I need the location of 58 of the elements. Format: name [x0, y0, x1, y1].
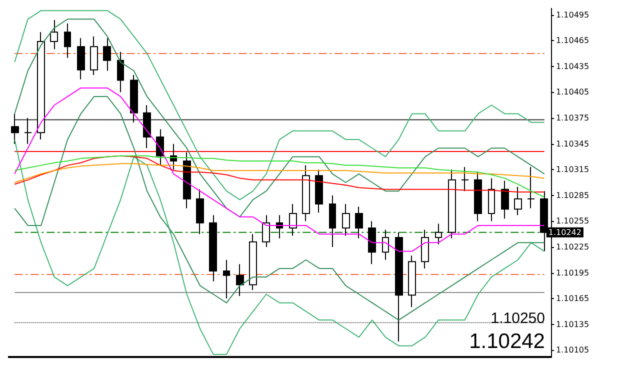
candlestick [355, 206, 363, 239]
y-tick-label: 1.10225 [556, 242, 590, 252]
y-tick-label: 1.10465 [556, 36, 590, 46]
candlestick [90, 36, 98, 76]
y-tick-label: 1.10345 [556, 139, 590, 148]
y-tick-label: 1.10105 [556, 346, 590, 355]
y-tick-label: 1.10165 [556, 294, 590, 304]
candlestick [368, 220, 376, 265]
y-tick-label: 1.10375 [556, 114, 590, 123]
candlestick [64, 22, 71, 58]
candlestick [37, 32, 45, 140]
candlestick [501, 180, 509, 220]
y-tick-label: 1.10195 [556, 268, 590, 278]
candlestick [196, 188, 204, 235]
candlestick [315, 169, 323, 214]
y-tick-label: 1.10435 [556, 62, 590, 71]
candlestick [435, 223, 442, 245]
candlestick [448, 169, 456, 239]
candlestick [130, 74, 138, 123]
y-tick-label: 1.10315 [556, 165, 590, 174]
candlestick [289, 203, 297, 236]
candlestick [236, 264, 244, 296]
candlestick [223, 259, 230, 300]
line-series [14, 139, 545, 355]
candlestick [421, 229, 429, 269]
candlestick [262, 214, 270, 248]
candlestick [117, 51, 124, 93]
candlestick [103, 38, 111, 72]
candlestick [514, 186, 522, 216]
candlestick [488, 178, 495, 222]
candlestick [408, 255, 416, 308]
line-series [14, 163, 545, 183]
candlestick [461, 166, 469, 192]
candlestick [395, 232, 403, 342]
annotation: 1.10242 [469, 330, 545, 353]
y-tick-label: 1.10495 [556, 10, 590, 20]
y-tick-label: 1.10285 [556, 190, 590, 200]
candlestick [302, 164, 310, 222]
candlestick [143, 104, 151, 149]
candlestick [527, 166, 535, 209]
candlestick [183, 152, 191, 209]
candlestick [50, 20, 58, 50]
candlestick [249, 234, 257, 290]
candlestick [474, 172, 482, 222]
ref-line-label: 1.10242 [548, 228, 582, 237]
y-tick-label: 1.10135 [556, 320, 590, 329]
candlestick [329, 194, 336, 248]
candlestick [24, 118, 32, 144]
y-tick-label: 1.10255 [556, 216, 590, 226]
candlestick [77, 38, 85, 80]
y-tick-label: 1.10405 [556, 88, 590, 97]
candlestick [156, 128, 164, 166]
candlestick [342, 203, 350, 236]
candlestick [11, 113, 19, 144]
candlestick [382, 229, 389, 260]
line-series [14, 87, 545, 252]
annotation: 1.10250 [490, 310, 545, 327]
candlestick [209, 214, 217, 282]
